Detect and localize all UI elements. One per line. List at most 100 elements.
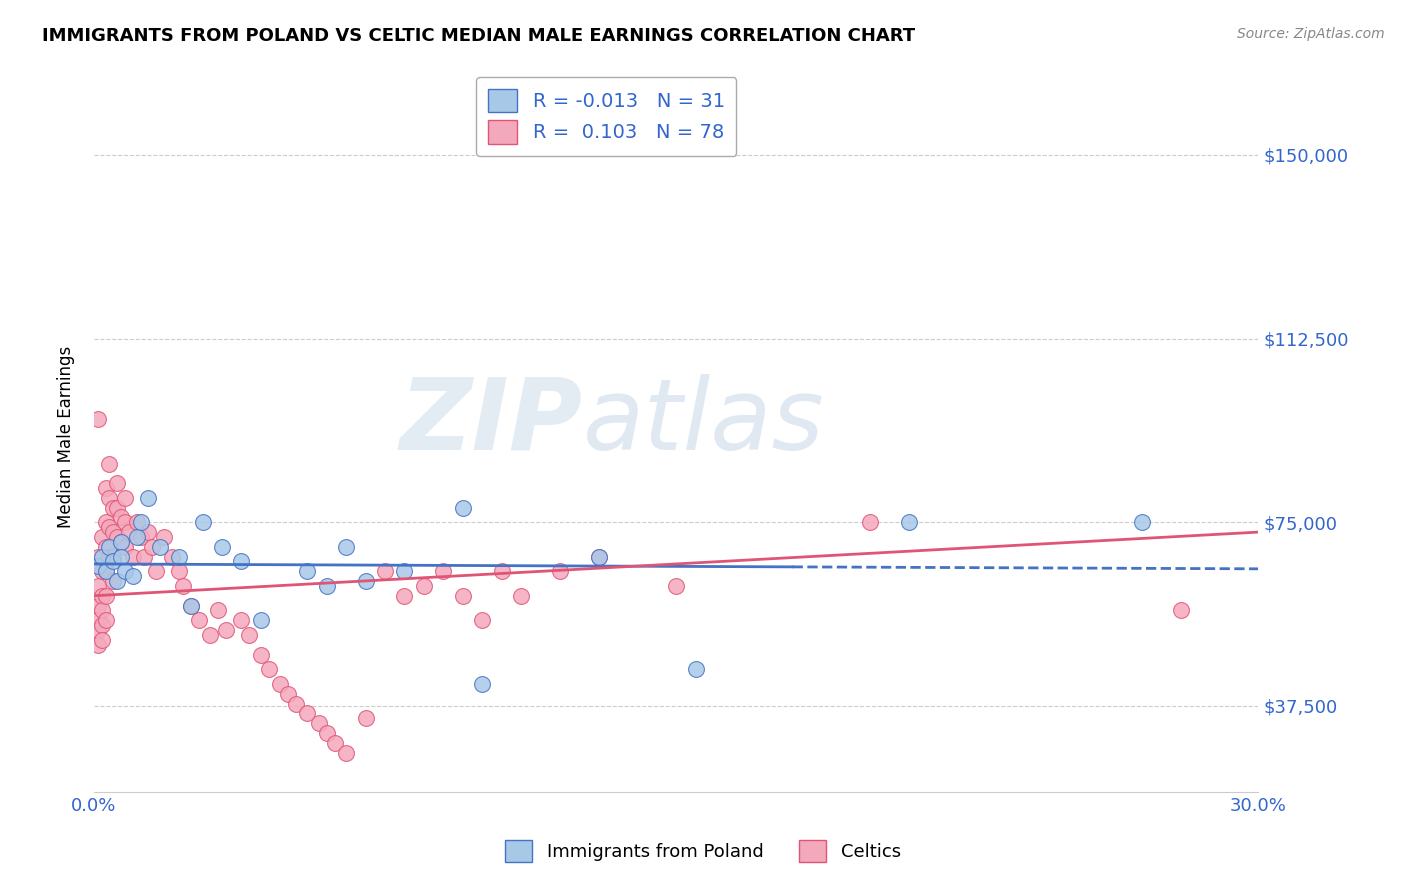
Point (238, 628, 260, 642)
Point (145, 564, 167, 578)
Point (90, 564, 112, 578)
Point (172, 579, 194, 593)
Point (297, 706, 319, 721)
Point (121, 549, 143, 564)
Point (125, 516, 148, 530)
Point (94, 481, 117, 495)
Point (114, 491, 136, 505)
Point (114, 540, 136, 554)
Point (1170, 603, 1192, 617)
Point (169, 549, 191, 564)
Point (98, 540, 121, 554)
Point (315, 579, 337, 593)
Point (94, 540, 117, 554)
Text: Source: ZipAtlas.com: Source: ZipAtlas.com (1237, 27, 1385, 41)
Point (394, 564, 416, 578)
Point (335, 540, 357, 554)
Point (110, 534, 132, 549)
Point (284, 697, 307, 711)
Point (105, 500, 128, 515)
Point (136, 525, 159, 540)
Point (257, 662, 280, 676)
Point (110, 549, 132, 564)
Point (149, 540, 172, 554)
Point (394, 589, 416, 603)
Point (98, 491, 121, 505)
Point (859, 516, 882, 530)
Legend: R = -0.013   N = 31, R =  0.103   N = 78: R = -0.013 N = 31, R = 0.103 N = 78 (477, 77, 737, 155)
Text: atlas: atlas (583, 374, 825, 471)
Point (98, 520, 121, 534)
Point (374, 564, 396, 578)
Point (471, 677, 494, 691)
Point (685, 662, 707, 676)
Point (87, 559, 110, 574)
Point (90, 618, 112, 632)
Point (297, 564, 319, 578)
Point (200, 628, 222, 642)
Point (588, 549, 610, 564)
Point (451, 500, 474, 515)
Point (103, 574, 125, 588)
Point (136, 491, 159, 505)
Point (451, 589, 474, 603)
Y-axis label: Median Male Earnings: Median Male Earnings (58, 345, 75, 528)
Point (90, 589, 112, 603)
Point (510, 589, 533, 603)
Point (90, 632, 112, 647)
Point (110, 534, 132, 549)
Point (141, 540, 163, 554)
Point (87, 638, 110, 652)
Point (180, 599, 202, 613)
Point (315, 726, 337, 740)
Point (211, 540, 233, 554)
Point (665, 579, 688, 593)
Point (335, 746, 357, 760)
Point (1130, 516, 1153, 530)
Point (105, 574, 128, 588)
Point (105, 530, 128, 544)
Point (129, 516, 152, 530)
Point (90, 549, 112, 564)
Point (153, 530, 176, 544)
Point (121, 569, 143, 583)
Point (94, 613, 117, 627)
Point (160, 549, 183, 564)
Point (207, 603, 229, 617)
Point (471, 613, 494, 627)
Point (412, 579, 434, 593)
Text: IMMIGRANTS FROM POLAND VS CELTIC MEDIAN MALE EARNINGS CORRELATION CHART: IMMIGRANTS FROM POLAND VS CELTIC MEDIAN … (42, 27, 915, 45)
Point (588, 549, 610, 564)
Point (94, 589, 117, 603)
Point (250, 613, 273, 627)
Point (105, 476, 128, 491)
Point (491, 564, 513, 578)
Point (129, 530, 152, 544)
Point (548, 564, 571, 578)
Point (87, 549, 110, 564)
Point (180, 599, 202, 613)
Point (125, 530, 148, 544)
Point (354, 711, 377, 725)
Point (187, 613, 209, 627)
Point (231, 613, 253, 627)
Point (87, 579, 110, 593)
Point (114, 516, 136, 530)
Point (87, 613, 110, 627)
Point (169, 564, 191, 578)
Point (118, 525, 141, 540)
Point (215, 623, 238, 637)
Point (94, 564, 117, 578)
Point (114, 564, 136, 578)
Point (191, 516, 214, 530)
Point (90, 530, 112, 544)
Point (103, 500, 125, 515)
Point (323, 736, 346, 750)
Point (269, 677, 291, 691)
Point (87, 412, 110, 426)
Point (94, 564, 117, 578)
Point (103, 525, 125, 540)
Point (94, 516, 117, 530)
Point (90, 603, 112, 617)
Point (250, 648, 273, 662)
